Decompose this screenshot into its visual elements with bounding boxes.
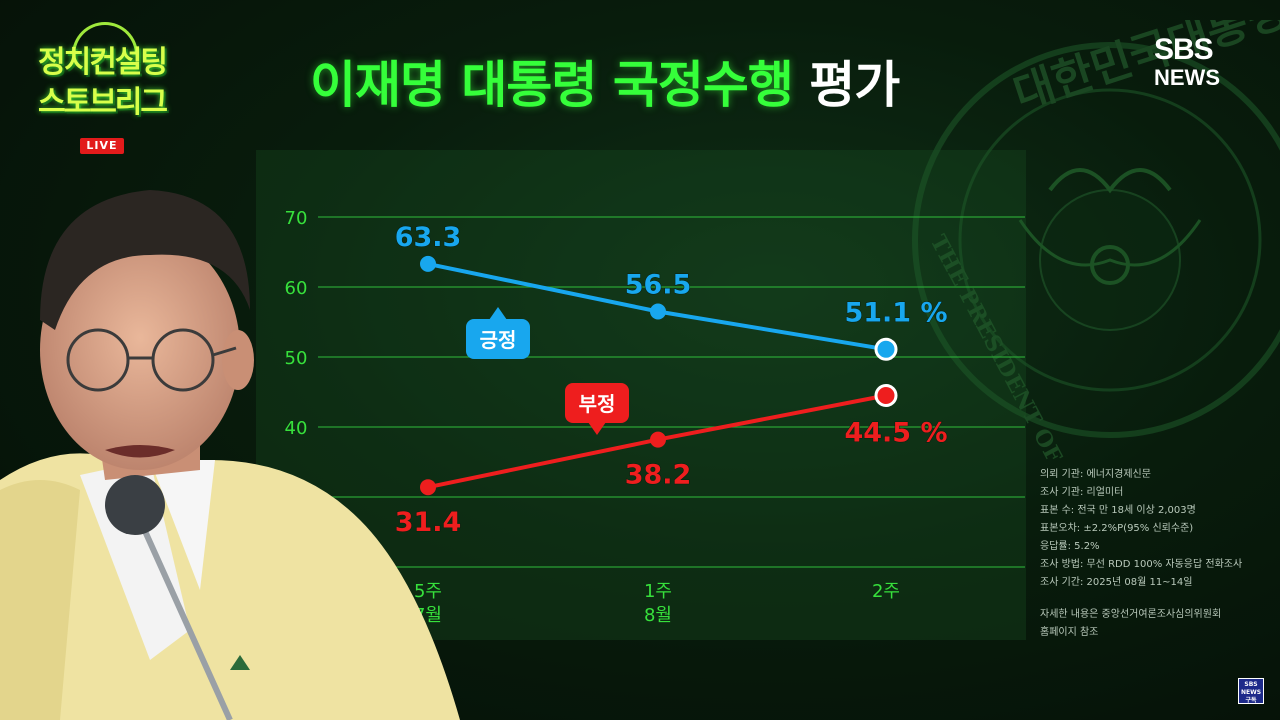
data-label: 31.4 [395, 507, 462, 538]
data-label: 51.1 % [844, 297, 947, 328]
subscribe-badge-line2: NEWS [1240, 689, 1262, 696]
presidential-seal-watermark: 대한민국대통령 THE PRESIDENT OF THE REPUBLIC [912, 20, 1280, 460]
data-point [420, 479, 436, 496]
broadcaster-logo-line2: NEWS [1154, 65, 1220, 90]
data-label: 56.5 [625, 270, 692, 301]
legend-bubble-positive-box [466, 319, 530, 359]
y-tick-label: 60 [285, 278, 308, 299]
x-tick-label: 5주 [414, 581, 442, 602]
legend-bubble-negative: 부정 [565, 383, 629, 435]
legend-bubble-positive-label: 긍정 [480, 328, 517, 352]
chart-title-main: 이재명 대통령 국정수행 [310, 56, 794, 114]
data-label: 38.2 [625, 460, 692, 491]
survey-info-note: 자세한 내용은 중앙선거여론조사심의위원회 [1040, 609, 1222, 620]
x-tick-label: 2주 [872, 581, 900, 602]
data-point [420, 255, 436, 272]
survey-info-spacer [1040, 592, 1270, 606]
data-label: 63.3 [395, 222, 462, 253]
chart-title: 이재명 대통령 국정수행 평가 [310, 52, 900, 118]
subscribe-badge-line1: SBS [1244, 681, 1258, 688]
x-tick-label: 1주 [644, 581, 672, 602]
survey-info-line: 표본오차: ±2.2%P(95% 신뢰수준) [1040, 523, 1194, 534]
legend-bubble-negative-tail [588, 422, 606, 435]
y-tick-label: 40 [285, 418, 308, 439]
broadcaster-logo: SBS NEWS [1150, 34, 1240, 94]
broadcaster-logo-line1: SBS [1154, 33, 1214, 66]
x-tick-label: 8월 [644, 605, 672, 626]
survey-info-line: 조사 방법: 무선 RDD 100% 자동응답 전화조사 [1040, 559, 1243, 570]
legend-bubble-positive-tail [489, 307, 507, 320]
show-logo-line2: 스토브리그 [38, 85, 168, 120]
data-point [650, 303, 666, 320]
subscribe-badge[interactable]: SBS NEWS 구독 [1238, 678, 1264, 704]
survey-info-note: 홈페이지 참조 [1040, 627, 1099, 638]
data-point [874, 384, 898, 407]
y-tick-label: 70 [285, 208, 308, 229]
live-badge: LIVE [80, 138, 124, 154]
subscribe-badge-line3: 구독 [1245, 697, 1257, 704]
survey-info-line: 의뢰 기관: 에너지경제신문 [1040, 469, 1151, 480]
y-tick-label: 50 [285, 348, 308, 369]
survey-info-line: 응답률: 5.2% [1040, 541, 1100, 552]
data-point [650, 431, 666, 448]
data-point [874, 337, 898, 361]
chart-title-suffix: 평가 [809, 56, 900, 114]
data-label: 44.5 % [844, 418, 947, 449]
show-logo: 정치컨설팅 스토브리그 LIVE [38, 22, 168, 160]
survey-info-line: 조사 기관: 리얼미터 [1040, 487, 1124, 498]
survey-info-line: 표본 수: 전국 만 18세 이상 2,003명 [1040, 505, 1196, 516]
show-logo-line1: 정치컨설팅 [38, 45, 168, 80]
survey-info-line: 조사 기간: 2025년 08월 11~14일 [1040, 577, 1193, 588]
legend-bubble-negative-box [565, 383, 629, 423]
speaker-photo [0, 190, 460, 720]
legend-bubble-positive: 긍정 [466, 307, 530, 359]
legend-bubble-negative-label: 부정 [579, 392, 616, 416]
